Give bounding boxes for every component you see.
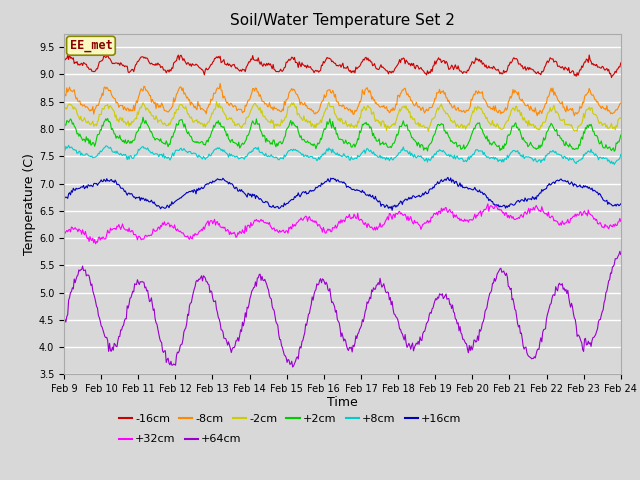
+16cm xyxy=(389,203,397,209)
+32cm xyxy=(313,220,321,226)
-8cm xyxy=(159,102,166,108)
-8cm xyxy=(480,96,488,102)
Legend: +32cm, +64cm: +32cm, +64cm xyxy=(114,430,246,449)
-16cm xyxy=(617,60,625,66)
-16cm xyxy=(60,56,68,61)
+32cm xyxy=(92,241,99,247)
+2cm xyxy=(139,114,147,120)
+8cm xyxy=(313,158,321,164)
Line: -16cm: -16cm xyxy=(64,54,621,78)
+16cm xyxy=(312,184,320,190)
+2cm xyxy=(60,125,68,131)
+64cm xyxy=(60,323,68,329)
+32cm xyxy=(617,218,625,224)
-2cm xyxy=(159,121,166,127)
+2cm xyxy=(204,139,212,145)
+32cm xyxy=(159,222,167,228)
-8cm xyxy=(433,90,440,96)
-16cm xyxy=(159,67,167,73)
+64cm xyxy=(159,348,166,354)
-16cm xyxy=(204,67,212,72)
+64cm xyxy=(389,306,397,312)
Line: +16cm: +16cm xyxy=(64,178,621,210)
+64cm xyxy=(313,281,321,287)
+2cm xyxy=(617,132,625,138)
+16cm xyxy=(481,192,489,197)
-16cm xyxy=(313,68,321,74)
Line: +2cm: +2cm xyxy=(64,117,621,151)
Line: -8cm: -8cm xyxy=(64,84,621,116)
Line: +64cm: +64cm xyxy=(64,252,621,367)
+64cm xyxy=(204,279,211,285)
-16cm xyxy=(66,51,74,57)
-16cm xyxy=(389,70,397,75)
+2cm xyxy=(611,148,618,154)
+64cm xyxy=(617,252,625,257)
-8cm xyxy=(617,100,625,106)
-8cm xyxy=(204,106,211,111)
+64cm xyxy=(480,315,488,321)
Line: -2cm: -2cm xyxy=(64,102,621,132)
+2cm xyxy=(159,141,167,146)
+64cm xyxy=(289,364,296,370)
+16cm xyxy=(204,181,211,187)
-8cm xyxy=(389,105,397,110)
+8cm xyxy=(617,152,625,157)
+32cm xyxy=(60,228,68,234)
+16cm xyxy=(388,207,396,213)
+8cm xyxy=(433,149,440,155)
+32cm xyxy=(389,212,397,218)
+16cm xyxy=(433,181,440,187)
+2cm xyxy=(389,140,397,146)
+32cm xyxy=(433,209,440,215)
-2cm xyxy=(60,106,68,112)
+32cm xyxy=(204,218,212,224)
-8cm xyxy=(313,110,321,116)
-2cm xyxy=(424,129,432,134)
-2cm xyxy=(212,99,220,105)
-16cm xyxy=(480,61,488,67)
Y-axis label: Temperature (C): Temperature (C) xyxy=(23,153,36,255)
-2cm xyxy=(389,122,397,128)
+8cm xyxy=(159,151,167,156)
+8cm xyxy=(204,154,212,159)
+8cm xyxy=(65,143,72,148)
+2cm xyxy=(480,132,488,138)
+32cm xyxy=(480,206,488,212)
+8cm xyxy=(480,149,488,155)
Text: EE_met: EE_met xyxy=(70,39,112,52)
+16cm xyxy=(60,197,68,203)
Title: Soil/Water Temperature Set 2: Soil/Water Temperature Set 2 xyxy=(230,13,455,28)
-2cm xyxy=(204,121,211,127)
-2cm xyxy=(617,115,625,121)
-8cm xyxy=(60,95,68,100)
-2cm xyxy=(313,120,321,126)
+16cm xyxy=(617,201,625,207)
Line: +8cm: +8cm xyxy=(64,145,621,165)
-16cm xyxy=(433,58,440,64)
+16cm xyxy=(444,175,452,180)
+2cm xyxy=(313,143,321,149)
+8cm xyxy=(389,157,397,163)
+64cm xyxy=(616,249,624,254)
-2cm xyxy=(434,105,442,111)
-8cm xyxy=(533,113,541,119)
-16cm xyxy=(607,75,615,81)
+64cm xyxy=(433,297,440,303)
+2cm xyxy=(433,125,440,131)
+32cm xyxy=(484,201,492,207)
+8cm xyxy=(60,148,68,154)
+8cm xyxy=(611,162,618,168)
-8cm xyxy=(216,81,224,86)
+16cm xyxy=(159,204,166,210)
X-axis label: Time: Time xyxy=(327,396,358,408)
-2cm xyxy=(481,113,489,119)
Line: +32cm: +32cm xyxy=(64,204,621,244)
